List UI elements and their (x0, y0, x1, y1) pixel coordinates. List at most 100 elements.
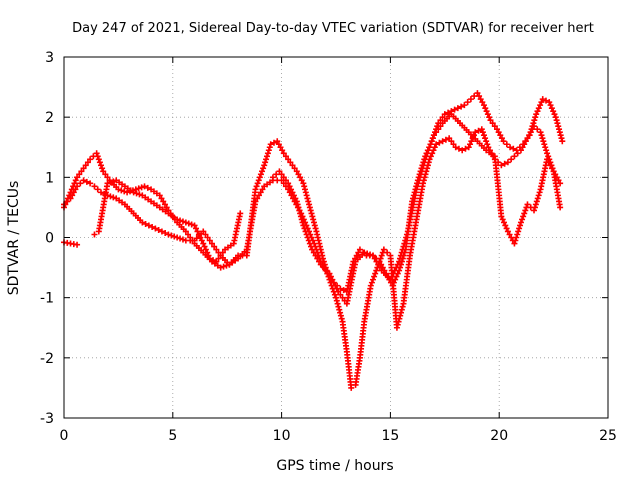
data-point (182, 219, 189, 226)
data-point (277, 144, 284, 151)
data-point (519, 144, 526, 151)
data-point (202, 231, 209, 238)
data-point (372, 270, 379, 277)
y-tick-label: 1 (45, 170, 54, 186)
data-point (77, 180, 84, 187)
data-point (252, 186, 259, 193)
data-point (198, 237, 205, 244)
data-point (482, 105, 489, 112)
data-point (310, 249, 317, 256)
data-point (504, 228, 511, 235)
data-point (177, 217, 184, 224)
data-point (421, 159, 428, 166)
data-point (329, 276, 336, 283)
data-point (293, 198, 300, 205)
data-point (165, 231, 172, 238)
data-point (312, 225, 319, 232)
data-point (486, 114, 493, 121)
data-point (548, 105, 555, 112)
data-point (310, 219, 317, 226)
data-point (301, 186, 308, 193)
data-point (211, 243, 218, 250)
data-point (100, 168, 107, 175)
data-point (425, 147, 432, 154)
data-point (68, 186, 75, 193)
data-point (204, 234, 211, 241)
data-point (327, 273, 334, 280)
data-point (480, 132, 487, 139)
data-point (461, 102, 468, 109)
x-tick-label: 25 (599, 428, 617, 444)
data-point (397, 252, 404, 259)
data-point (446, 135, 453, 142)
data-point (399, 246, 406, 253)
data-point (431, 144, 438, 151)
data-point (553, 117, 560, 124)
data-point (552, 114, 559, 121)
data-point (287, 159, 294, 166)
data-point (156, 192, 163, 199)
data-point (390, 270, 397, 277)
data-point (304, 195, 311, 202)
data-point (289, 162, 296, 169)
data-point (304, 234, 311, 241)
data-point (377, 255, 384, 262)
x-tick-label: 20 (490, 428, 508, 444)
data-point (498, 213, 505, 220)
data-point (78, 168, 85, 175)
data-point (531, 204, 538, 211)
data-point (161, 201, 168, 208)
data-point (489, 120, 496, 127)
y-tick-label: -3 (40, 411, 54, 427)
data-point (158, 228, 165, 235)
data-point (282, 153, 289, 160)
data-point (201, 243, 208, 250)
data-point (91, 231, 98, 238)
data-point (396, 315, 403, 322)
data-point (557, 204, 564, 211)
data-point (280, 150, 287, 157)
data-point (62, 201, 69, 208)
x-tick-label: 0 (60, 428, 69, 444)
data-point (534, 126, 541, 133)
data-point (149, 223, 156, 230)
data-point (87, 180, 94, 187)
data-point (260, 165, 267, 172)
data-point (204, 249, 211, 256)
data-point (107, 193, 114, 200)
data-point (458, 103, 465, 110)
data-point (193, 225, 200, 232)
data-point (483, 138, 490, 145)
data-point (279, 147, 286, 154)
data-point (145, 222, 152, 229)
data-point (206, 255, 213, 262)
data-point (188, 221, 195, 228)
data-point (295, 171, 302, 178)
data-point (269, 174, 276, 181)
data-point (375, 261, 382, 268)
data-point (179, 236, 186, 243)
data-point (403, 234, 410, 241)
data-point (254, 180, 261, 187)
data-point (517, 222, 524, 229)
data-point (508, 156, 515, 163)
data-point (522, 207, 529, 214)
data-point (395, 318, 402, 325)
data-point (442, 136, 449, 143)
data-point (84, 159, 91, 166)
data-point (554, 120, 561, 127)
data-point (545, 159, 552, 166)
data-point (333, 294, 339, 301)
data-point (274, 138, 281, 145)
data-point (547, 162, 554, 169)
data-point (553, 174, 560, 181)
data-point (282, 177, 289, 184)
data-point (213, 258, 220, 265)
data-point (336, 306, 343, 313)
data-point (208, 240, 215, 247)
data-point (259, 186, 266, 193)
x-tick-label: 10 (273, 428, 291, 444)
data-point (331, 291, 338, 298)
data-point (72, 177, 79, 184)
data-point (95, 156, 102, 163)
